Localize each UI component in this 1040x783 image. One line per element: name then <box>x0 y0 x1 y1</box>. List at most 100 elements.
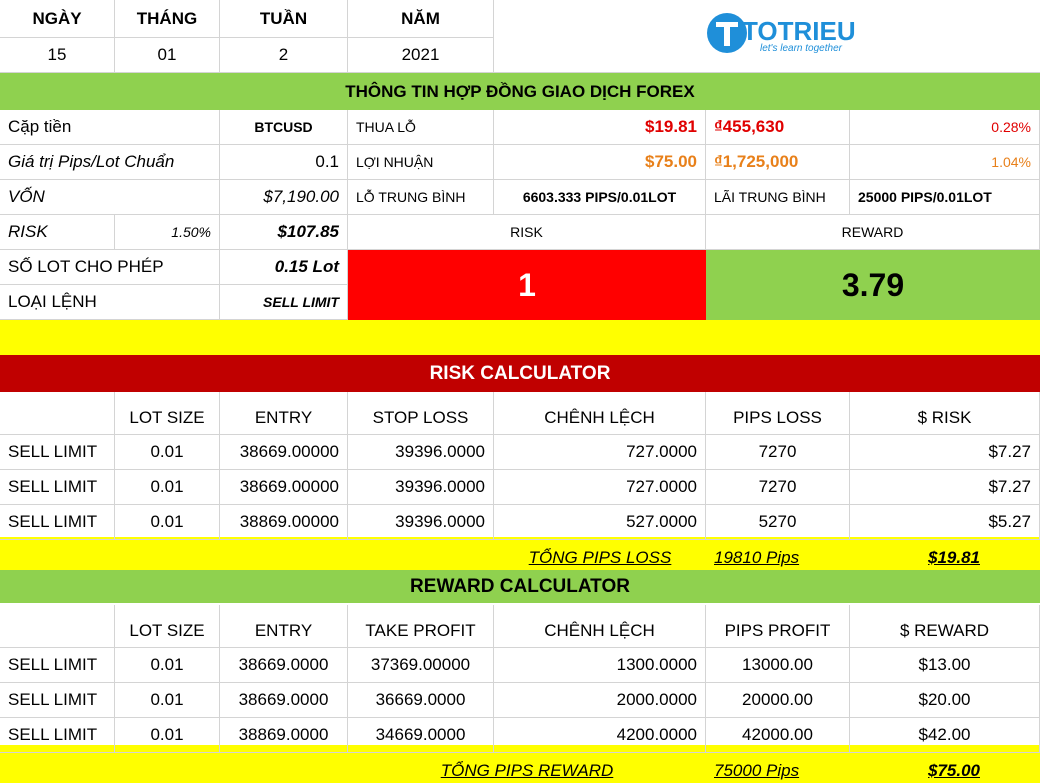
profit-vnd: ₫1,725,000 <box>706 145 850 180</box>
table-cell: 39396.0000 <box>348 470 494 505</box>
date-header: NGÀY <box>0 0 115 38</box>
risk-pct: 1.50% <box>115 215 220 250</box>
column-header: LOT SIZE <box>115 392 220 435</box>
date-header: TUẦN <box>220 0 348 38</box>
table-cell: 727.0000 <box>494 470 706 505</box>
table-cell: 38669.00000 <box>220 470 348 505</box>
total-usd: $19.81 <box>928 547 980 567</box>
avg-loss-label: LỖ TRUNG BÌNH <box>348 180 494 215</box>
reward-box <box>706 250 1040 320</box>
column-header: $ REWARD <box>850 605 1040 648</box>
table-cell: 20000.00 <box>706 683 850 718</box>
date-value: 2 <box>220 38 348 73</box>
capital: $7,190.00 <box>220 180 348 215</box>
section-title: REWARD CALCULATOR <box>410 575 630 597</box>
table-cell: $13.00 <box>850 648 1040 683</box>
column-header: CHÊNH LỆCH <box>494 392 706 435</box>
table-cell: 37369.00000 <box>348 648 494 683</box>
section-title: RISK CALCULATOR <box>429 362 611 384</box>
profit-label: LỢI NHUẬN <box>348 145 494 180</box>
total-pips: 75000 Pips <box>714 760 800 780</box>
table-cell: 0.01 <box>115 683 220 718</box>
table-cell: SELL LIMIT <box>0 648 115 683</box>
table-cell: 42000.00 <box>706 718 850 753</box>
table-cell: SELL LIMIT <box>0 505 115 540</box>
table-cell: 0.01 <box>115 505 220 540</box>
risk-label: RISK <box>0 215 115 250</box>
date-value: 15 <box>0 38 115 73</box>
table-cell: 13000.00 <box>706 648 850 683</box>
table-cell: $7.27 <box>850 470 1040 505</box>
date-header: NĂM <box>348 0 494 38</box>
column-header: ENTRY <box>220 392 348 435</box>
table-cell: 38669.0000 <box>220 683 348 718</box>
table-cell: 5270 <box>706 505 850 540</box>
column-header: CHÊNH LỆCH <box>494 605 706 648</box>
green-band <box>0 73 1040 110</box>
table-cell: 727.0000 <box>494 435 706 470</box>
logo-name: TOTRIEU <box>742 16 856 46</box>
green-band <box>0 570 1040 603</box>
yellow-band <box>0 537 1040 570</box>
risk-amount: $107.85 <box>220 215 348 250</box>
table-cell: 38869.0000 <box>220 718 348 753</box>
pair: BTCUSD <box>220 110 348 145</box>
total-usd: $75.00 <box>928 760 980 780</box>
pip-value: 0.1 <box>220 145 348 180</box>
risk-ratio: 1 <box>518 266 536 303</box>
table-cell: 4200.0000 <box>494 718 706 753</box>
table-cell: 38869.00000 <box>220 505 348 540</box>
table-cell: 0.01 <box>115 435 220 470</box>
logo-tagline: let's learn together <box>760 43 843 54</box>
column-header: $ RISK <box>850 392 1040 435</box>
total-label: TỔNG PIPS REWARD <box>440 760 614 780</box>
red-band <box>0 355 1040 392</box>
table-cell: 0.01 <box>115 470 220 505</box>
table-cell: 7270 <box>706 470 850 505</box>
table-cell: 38669.00000 <box>220 435 348 470</box>
avg-loss: 6603.333 PIPS/0.01LOT <box>494 180 706 215</box>
column-header: LOT SIZE <box>115 605 220 648</box>
column-header: ENTRY <box>220 605 348 648</box>
table-cell: $5.27 <box>850 505 1040 540</box>
pip-value-label: Giá trị Pips/Lot Chuẩn <box>0 145 220 180</box>
column-header: TAKE PROFIT <box>348 605 494 648</box>
lot: 0.15 Lot <box>220 250 348 285</box>
table-cell: SELL LIMIT <box>0 683 115 718</box>
table-cell: 527.0000 <box>494 505 706 540</box>
loss-vnd: ₫455,630 <box>706 110 850 145</box>
column-header: PIPS PROFIT <box>706 605 850 648</box>
table-cell: 0.01 <box>115 718 220 753</box>
table-cell: 0.01 <box>115 648 220 683</box>
table-cell: SELL LIMIT <box>0 435 115 470</box>
table-cell: $42.00 <box>850 718 1040 753</box>
loss-usd: $19.81 <box>494 110 706 145</box>
total-label: TỔNG PIPS LOSS <box>528 547 672 567</box>
table-cell: 1300.0000 <box>494 648 706 683</box>
column-header: PIPS LOSS <box>706 392 850 435</box>
table-cell: 7270 <box>706 435 850 470</box>
profit-usd: $75.00 <box>494 145 706 180</box>
total-pips: 19810 Pips <box>714 547 800 567</box>
risk-box <box>348 250 706 320</box>
logo-graphic: TOTRIEU let's learn together <box>707 13 856 54</box>
loss-label: THUA LỖ <box>348 110 494 145</box>
avg-profit-label: LÃI TRUNG BÌNH <box>706 180 850 215</box>
table-cell: 2000.0000 <box>494 683 706 718</box>
table-cell: SELL LIMIT <box>0 718 115 753</box>
table-cell: $20.00 <box>850 683 1040 718</box>
table-cell: 36669.0000 <box>348 683 494 718</box>
date-value: 01 <box>115 38 220 73</box>
loss-pct: 0.28% <box>850 110 1040 145</box>
profit-pct: 1.04% <box>850 145 1040 180</box>
reward-ratio: 3.79 <box>841 266 905 303</box>
avg-profit: 25000 PIPS/0.01LOT <box>850 180 1040 215</box>
table-cell: 34669.0000 <box>348 718 494 753</box>
table-cell: 39396.0000 <box>348 505 494 540</box>
capital-label: VỐN <box>0 180 220 215</box>
header-cell <box>0 605 115 648</box>
pair-label: Cặp tiền <box>0 110 220 145</box>
order-label: LOẠI LỆNH <box>0 285 220 320</box>
table-cell: 39396.0000 <box>348 435 494 470</box>
